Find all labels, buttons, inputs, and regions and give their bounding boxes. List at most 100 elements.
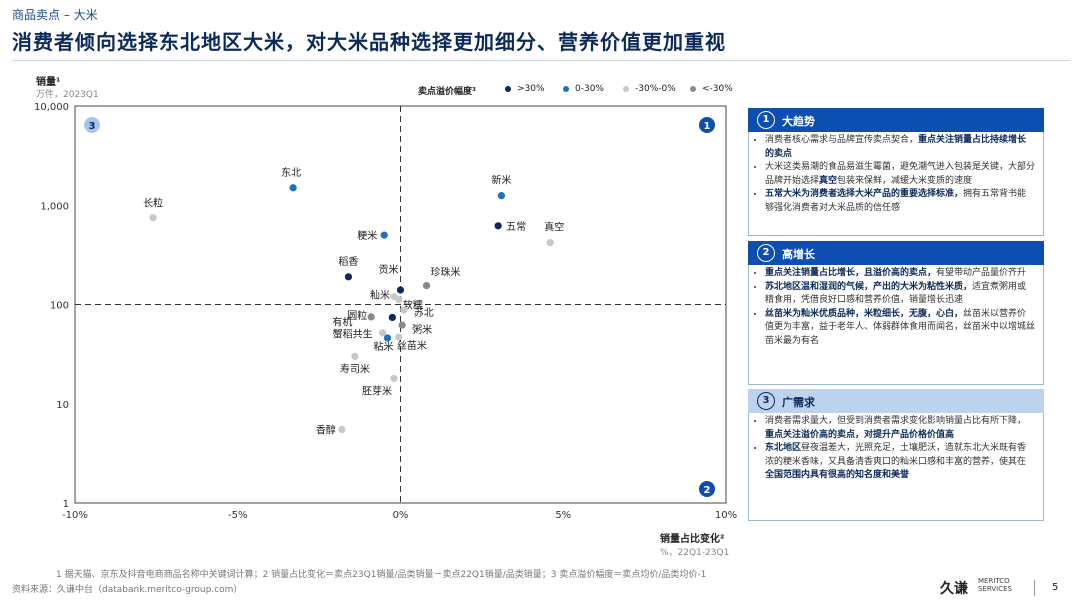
y-tick-label: 1 — [63, 499, 69, 510]
y-tick-label: 10,000 — [34, 102, 69, 113]
point-label: 长粒 — [143, 197, 163, 210]
x-tick-label: -5% — [228, 510, 247, 521]
panel-1-header: 1 大趋势 — [748, 108, 1044, 132]
panel-title: 广需求 — [782, 396, 815, 409]
point-label: 软糯 — [403, 299, 423, 312]
number-circle-icon: 3 — [757, 392, 775, 410]
panel-1-body: 消费者核心需求与品牌宣传卖点契合，重点关注销量占比持续增长的卖点大米这类易潮的食… — [748, 132, 1044, 236]
x-tick-label: 5% — [555, 510, 571, 521]
point-label: 东北 — [281, 166, 301, 179]
legend-label: >30% — [517, 84, 545, 94]
legend-item-gt30: >30% — [505, 84, 545, 94]
panel-bullet: 丝苗米为籼米优质品种，米粒细长，无腹，心白，丝苗米以营养价值更为丰富，益于老年人… — [765, 308, 1035, 349]
legend-label: <-30% — [702, 84, 733, 94]
company-logo: 久谦 — [940, 581, 968, 597]
panel-list: 重点关注销量占比增长，且溢价高的卖点，有望带动产品量价齐升苏北地区温和湿润的气候… — [755, 267, 1035, 348]
quadrant-badge-label: 2 — [704, 485, 711, 496]
panel-title: 大趋势 — [782, 115, 815, 128]
x-axis-label: 销量占比变化² — [660, 534, 725, 545]
point-label: 真空 — [544, 221, 564, 234]
data-point-有机 — [388, 313, 396, 322]
data-point-香醇 — [338, 425, 346, 434]
data-point-珍珠米 — [422, 282, 431, 290]
data-point-粥米 — [398, 321, 406, 329]
point-label: 籼米 — [370, 289, 390, 302]
legend-item-n30-0: -30%-0% — [623, 84, 676, 94]
panel-bullet: 苏北地区温和湿润的气候，产出的大米为粘性米质，适宜煮粥用或精食用，凭借良好口感和… — [765, 281, 1035, 308]
company-logo-text: MERITCO SERVICES — [978, 577, 1012, 593]
legend-label: -30%-0% — [635, 84, 676, 94]
data-point-丝苗米 — [395, 333, 403, 341]
legend-item-lt-n30: <-30% — [690, 84, 733, 94]
point-label: 蟹稻共生 — [333, 328, 373, 341]
y-axis-sublabel: 万件，2023Q1 — [36, 90, 99, 100]
panel-list: 消费者需求量大，但受到消费者需求变化影响销量占比有所下降，重点关注溢价高的卖点，… — [755, 415, 1035, 483]
legend-dot — [563, 85, 569, 92]
data-point-苏北 — [400, 306, 408, 314]
quadrant-badge-1 — [699, 117, 715, 133]
footnote: 1 据天猫、京东及抖音电商商品名称中关键词计算；2 销量占比变化＝卖点23Q1销… — [56, 570, 707, 580]
point-label: 有机 — [332, 315, 352, 328]
panel-bullet: 五常大米为消费者选择大米产品的重要选择标准，拥有五常背书能够强化消费者对大米品质… — [765, 188, 1035, 215]
point-label: 苏北 — [414, 306, 434, 319]
data-point-贡米 — [396, 286, 405, 294]
panel-2-body: 重点关注销量占比增长，且溢价高的卖点，有望带动产品量价齐升苏北地区温和湿润的气候… — [748, 265, 1044, 385]
data-point-真空 — [546, 239, 554, 247]
number-circle-icon: 2 — [757, 244, 775, 262]
data-point-粳米 — [380, 231, 388, 239]
panel-bullet: 东北地区昼夜温差大，光照充足，土壤肥沃，造就东北大米既有香浓的粳米香味，又具备清… — [765, 442, 1035, 483]
data-point-粘米 — [383, 334, 392, 342]
point-label: 新米 — [491, 174, 511, 187]
panel-3-header: 3 广需求 — [748, 389, 1044, 413]
data-point-胚芽米 — [390, 374, 398, 383]
panel-bullet: 大米这类易潮的食品易滋生霉菌，避免潮气进入包装是关键，大部分品牌开始选择真空包装… — [765, 161, 1035, 188]
data-point-长粒 — [149, 214, 157, 222]
page-number: 5 — [1052, 582, 1059, 593]
x-tick-label: 0% — [393, 510, 409, 521]
panel-list: 消费者核心需求与品牌宣传卖点契合，重点关注销量占比持续增长的卖点大米这类易潮的食… — [755, 134, 1035, 215]
data-point-东北 — [289, 184, 297, 192]
quadrant-badge-label: 3 — [89, 121, 96, 132]
x-axis-sublabel: %，22Q1-23Q1 — [660, 548, 730, 558]
x-tick-label: -10% — [62, 510, 88, 521]
point-label: 寿司米 — [340, 362, 370, 375]
data-point-软糯 — [395, 296, 403, 304]
data-point-圆粒 — [367, 313, 375, 321]
point-label: 胚芽米 — [362, 384, 392, 397]
panel-bullet: 消费者需求量大，但受到消费者需求变化影响销量占比有所下降，重点关注溢价高的卖点，… — [765, 415, 1035, 442]
point-label: 粘米 — [373, 340, 393, 353]
number-circle-icon: 1 — [757, 111, 775, 129]
x-tick-label: 10% — [715, 510, 737, 521]
quadrant-badge-label: 1 — [704, 121, 711, 132]
page-title: 消费者倾向选择东北地区大米，对大米品种选择更加细分、营养价值更加重视 — [12, 30, 726, 54]
point-label: 五常 — [506, 220, 526, 233]
point-label: 香醇 — [316, 424, 336, 437]
panel-title: 高增长 — [782, 248, 815, 261]
panel-2-header: 2 高增长 — [748, 241, 1044, 265]
point-label: 贡米 — [379, 263, 399, 276]
legend-title: 卖点溢价幅度³ — [418, 87, 476, 97]
data-point-蟹稻共生 — [378, 329, 387, 337]
panel-bullet: 重点关注销量占比增长，且溢价高的卖点，有望带动产品量价齐升 — [765, 267, 1035, 281]
quadrant-badge-3 — [84, 117, 100, 133]
y-tick-label: 1,000 — [40, 201, 69, 212]
panel-3-body: 消费者需求量大，但受到消费者需求变化影响销量占比有所下降，重点关注溢价高的卖点，… — [748, 413, 1044, 521]
data-point-寿司米 — [351, 352, 359, 360]
breadcrumb: 商品卖点 – 大米 — [12, 8, 98, 22]
y-tick-label: 10 — [56, 400, 69, 411]
point-label: 珍珠米 — [431, 266, 461, 279]
point-label: 粳米 — [357, 229, 377, 242]
data-point-稻香 — [344, 273, 353, 281]
quadrant-badge-2 — [699, 481, 715, 497]
legend-dot — [623, 85, 629, 92]
y-tick-label: 100 — [50, 301, 69, 312]
legend-label: 0-30% — [575, 84, 604, 94]
source-note: 资料来源：久谦中台（databank.meritco-group.com） — [12, 585, 243, 595]
point-label: 粥米 — [412, 323, 432, 336]
legend-dot — [690, 85, 696, 92]
data-point-新米 — [497, 192, 506, 200]
footer-divider — [1034, 580, 1035, 596]
legend-item-0-30: 0-30% — [563, 84, 604, 94]
legend-dot — [505, 85, 511, 92]
